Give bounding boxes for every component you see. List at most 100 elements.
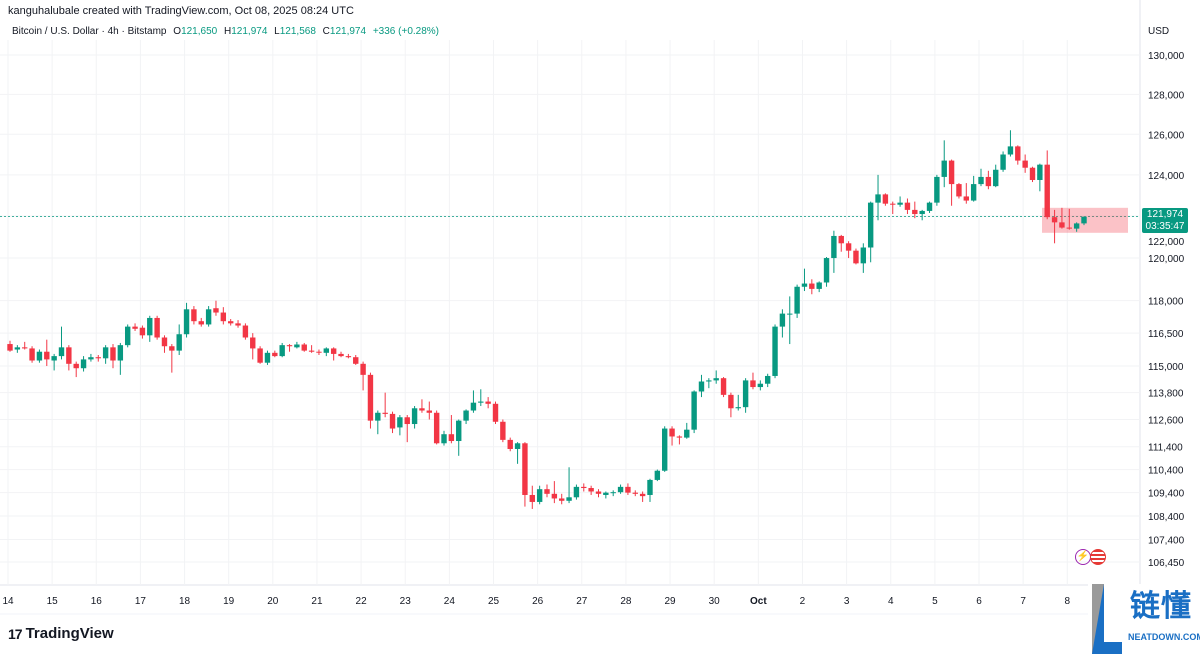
candle-body	[110, 347, 116, 361]
candle-body	[735, 407, 741, 409]
candle	[853, 248, 859, 265]
candle-body	[720, 378, 727, 395]
candle-body	[661, 428, 668, 471]
candle	[845, 241, 852, 259]
candle	[720, 377, 727, 398]
candle-body	[191, 309, 197, 322]
price-tick-label: 128,000	[1148, 90, 1185, 101]
candle	[213, 300, 219, 316]
candle-body	[294, 344, 300, 348]
candle	[926, 201, 933, 214]
candle	[831, 230, 837, 273]
candle-body	[860, 247, 867, 264]
candle-body	[919, 210, 925, 215]
candle-body	[117, 345, 124, 361]
time-tick-label: 25	[488, 596, 500, 607]
candle-body	[1022, 160, 1028, 168]
candle	[948, 159, 955, 206]
candle-body	[603, 492, 609, 495]
time-tick-label: 14	[2, 596, 14, 607]
us-flag-icon[interactable]	[1090, 549, 1106, 565]
price-tick-label: 130,000	[1148, 51, 1185, 62]
candle	[426, 401, 433, 420]
candle-body	[639, 493, 646, 497]
candle	[1066, 208, 1072, 230]
candle	[838, 234, 844, 252]
candle	[147, 315, 153, 342]
lightning-event-icon[interactable]: ⚡	[1075, 549, 1091, 565]
candle-body	[956, 184, 962, 197]
candle-body	[419, 408, 425, 411]
candle	[507, 437, 513, 452]
candle	[294, 341, 300, 349]
candle-body	[698, 381, 705, 392]
candle	[316, 349, 322, 356]
candle-body	[779, 313, 786, 327]
candle	[389, 411, 396, 434]
candle-body	[897, 202, 903, 205]
candle	[941, 140, 947, 188]
candle-body	[772, 326, 778, 376]
candle-body	[728, 394, 734, 409]
candle	[205, 306, 212, 327]
candle-body	[890, 203, 896, 205]
candle-body	[485, 401, 491, 404]
chart-credit: kanguhalubale created with TradingView.c…	[8, 5, 354, 17]
time-tick-label: 4	[888, 596, 894, 607]
price-tick-label: 110,400	[1148, 466, 1184, 477]
candle	[323, 347, 330, 357]
tradingview-brand: TradingView	[25, 625, 114, 642]
candle-body	[823, 258, 830, 283]
candle-body	[801, 283, 808, 287]
candle	[1000, 151, 1006, 172]
candle	[397, 415, 403, 436]
tradingview-logo[interactable]: 17 TradingView	[8, 625, 114, 642]
candle-body	[809, 283, 815, 289]
watermark-en: NEATDOWN.COM	[1128, 632, 1200, 642]
tradingview-logo-icon: 17	[8, 625, 23, 642]
candle	[264, 350, 271, 365]
candle	[764, 373, 771, 388]
candle	[544, 484, 550, 498]
candle-body	[500, 421, 506, 440]
candle	[492, 401, 499, 425]
candle-body	[389, 413, 396, 429]
candle	[882, 193, 889, 206]
time-tick-label: 19	[223, 596, 235, 607]
candle-body	[58, 347, 65, 357]
price-tick-label: 115,000	[1148, 362, 1184, 373]
price-axis[interactable]: 130,000 128,000 126,000 124,000 122,000 120,0…	[1148, 51, 1185, 569]
candle	[904, 198, 911, 215]
candle-body	[198, 321, 204, 325]
candle	[242, 323, 249, 340]
event-icons[interactable]: ⚡	[1075, 549, 1106, 565]
candle	[338, 351, 344, 358]
candle	[441, 430, 447, 446]
candle	[809, 279, 815, 295]
symbol-name[interactable]: Bitcoin / U.S. Dollar · 4h · Bitstamp	[12, 26, 167, 37]
candle	[706, 378, 712, 389]
candle-body	[1044, 164, 1050, 218]
time-tick-label: 28	[620, 596, 632, 607]
candle	[485, 397, 491, 409]
candle	[698, 374, 705, 398]
candle-body	[676, 436, 683, 438]
time-tick-label: 8	[1065, 596, 1071, 607]
candle	[514, 442, 521, 464]
candle-body	[301, 344, 307, 351]
candle-body	[595, 491, 602, 494]
candle-body	[625, 486, 631, 493]
candle	[661, 426, 668, 472]
candle	[500, 419, 506, 443]
candle-body	[272, 352, 278, 357]
time-axis[interactable]: 14 15 16 17 18 19 20 21 22 23 24 25 26 27 28 29 30 Oct 2 3 4…	[2, 596, 1070, 607]
time-tick-label: 22	[356, 596, 368, 607]
candle	[235, 320, 241, 328]
candle-body	[14, 347, 21, 350]
candle-body	[316, 351, 322, 353]
candle-body	[581, 486, 587, 489]
candle	[801, 268, 808, 292]
candle-body	[1066, 227, 1072, 229]
candle-body	[397, 417, 403, 428]
